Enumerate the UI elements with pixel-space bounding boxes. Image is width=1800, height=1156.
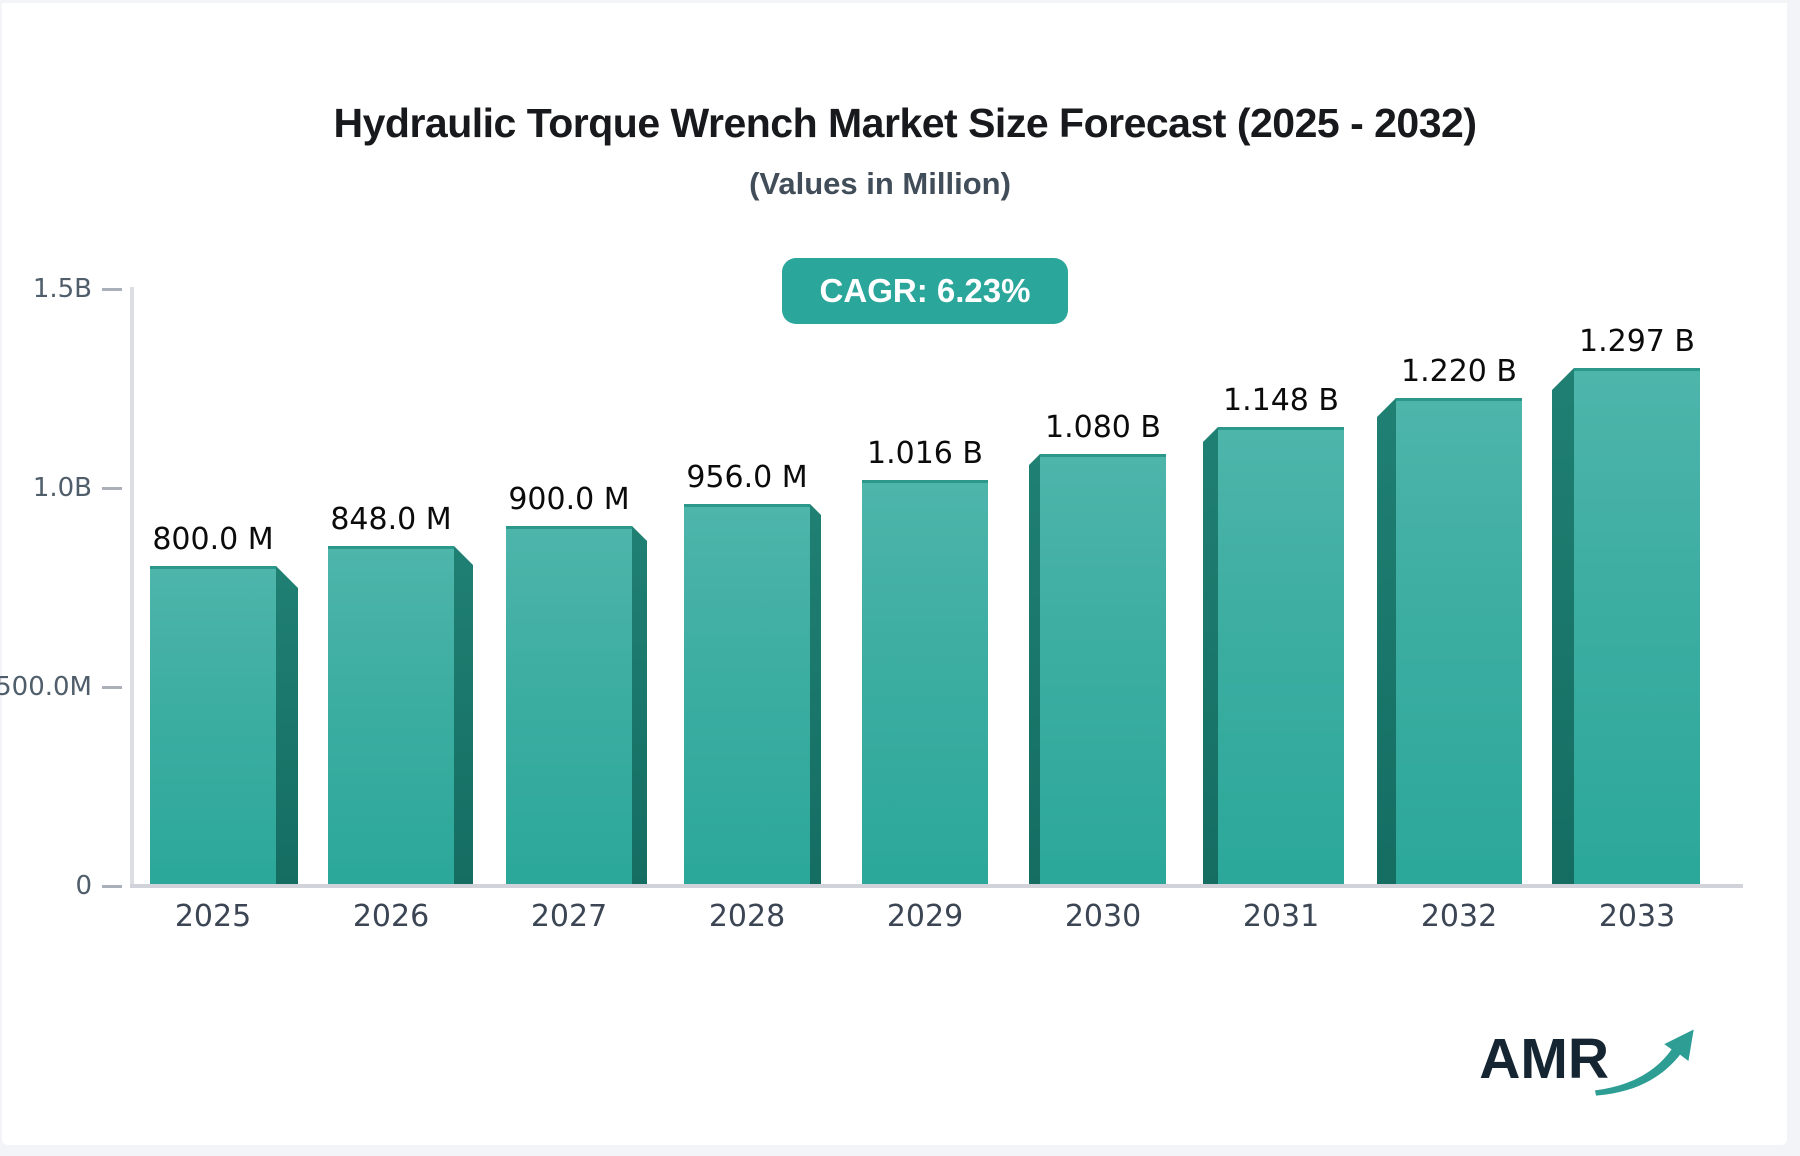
x-axis-label-2031: 2031 xyxy=(1242,899,1320,934)
x-axis-label-2032: 2032 xyxy=(1420,899,1498,934)
bar-value-label: 800.0 M xyxy=(152,522,274,557)
y-tick-label: 1.0B xyxy=(32,473,92,503)
bar-2025 xyxy=(150,566,276,884)
bar-side-face xyxy=(1552,368,1574,884)
y-tick-label: 500.0M xyxy=(0,672,92,702)
x-axis-label-2030: 2030 xyxy=(1064,899,1142,934)
bar-value-label: 1.080 B xyxy=(1044,410,1161,445)
x-axis-baseline xyxy=(130,884,1743,888)
y-axis-line xyxy=(130,287,134,888)
x-axis-label-2027: 2027 xyxy=(530,899,608,934)
bar-2032 xyxy=(1396,398,1522,884)
y-tick-dash xyxy=(102,686,122,689)
bar-side-face xyxy=(810,504,821,884)
bar-2026 xyxy=(328,546,454,884)
chart-subtitle: (Values in Million) xyxy=(749,166,1011,201)
y-tick-label: 0 xyxy=(75,871,92,901)
y-tick-dash xyxy=(102,288,122,291)
amr-logo-text: AMR xyxy=(1479,1027,1609,1091)
bar-side-face xyxy=(276,566,298,884)
bar-side-face xyxy=(1377,398,1396,884)
bar-2027 xyxy=(506,526,632,884)
y-tick-dash xyxy=(102,885,122,888)
x-axis-label-2033: 2033 xyxy=(1598,899,1676,934)
bar-side-face xyxy=(632,526,647,884)
y-tick-label: 1.5B xyxy=(32,274,92,304)
bar-value-label: 848.0 M xyxy=(330,502,452,537)
bar-value-label: 1.220 B xyxy=(1400,354,1517,389)
bar-value-label: 1.148 B xyxy=(1222,383,1339,418)
cagr-badge: CAGR: 6.23% xyxy=(781,258,1069,324)
bar-2030 xyxy=(1040,454,1166,884)
bar-value-label: 900.0 M xyxy=(508,482,630,517)
x-axis-label-2026: 2026 xyxy=(352,899,430,934)
bar-2031 xyxy=(1218,427,1344,884)
x-axis-label-2025: 2025 xyxy=(174,899,252,934)
x-axis-label-2029: 2029 xyxy=(886,899,964,934)
y-tick-dash xyxy=(102,487,122,490)
bar-2029 xyxy=(862,480,988,884)
bar-2033 xyxy=(1574,368,1700,884)
chart-title: Hydraulic Torque Wrench Market Size Fore… xyxy=(333,100,1477,146)
bar-value-label: 1.297 B xyxy=(1578,324,1695,359)
bar-side-face xyxy=(454,546,473,884)
x-axis-label-2028: 2028 xyxy=(708,899,786,934)
cagr-badge-row: CAGR: 6.23% xyxy=(0,258,1800,324)
bar-2028 xyxy=(684,504,810,884)
amr-logo: AMR xyxy=(1479,1017,1700,1101)
bar-side-face xyxy=(1203,427,1218,884)
bar-value-label: 956.0 M xyxy=(686,460,808,495)
growth-arrow-icon xyxy=(1595,1029,1694,1096)
bar-side-face xyxy=(1029,454,1040,884)
bar-value-label: 1.016 B xyxy=(866,436,983,471)
